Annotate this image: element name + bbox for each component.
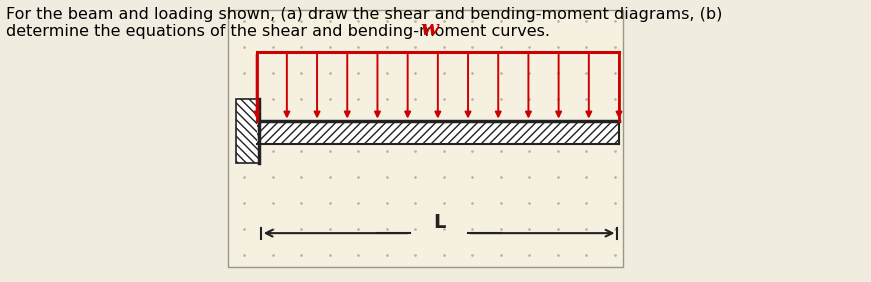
- Bar: [228, 10, 623, 267]
- Text: L: L: [433, 213, 445, 232]
- Text: For the beam and loading shown, (a) draw the shear and bending-moment diagrams, : For the beam and loading shown, (a) draw…: [5, 7, 722, 39]
- Bar: [236, 99, 260, 163]
- Text: w: w: [421, 19, 439, 39]
- Bar: [257, 122, 619, 144]
